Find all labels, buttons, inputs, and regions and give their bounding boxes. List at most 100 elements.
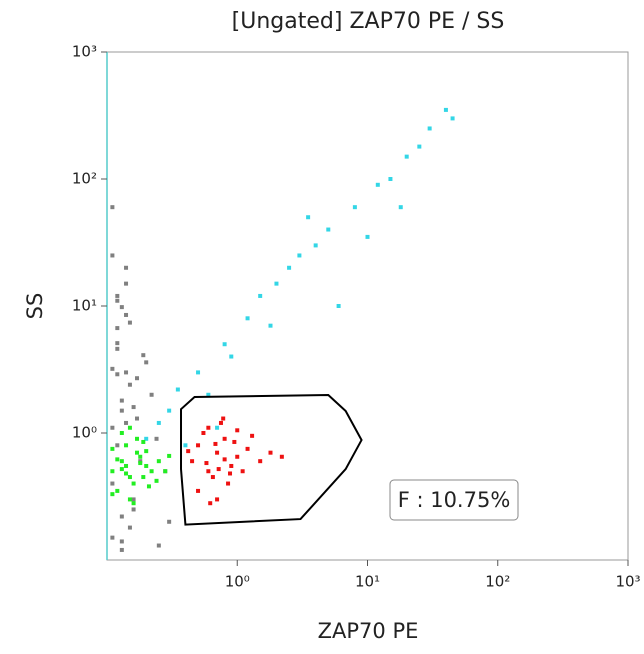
data-point: [240, 469, 245, 474]
data-point: [196, 443, 201, 448]
data-point: [127, 497, 132, 502]
data-point: [443, 107, 448, 112]
data-point: [235, 454, 240, 459]
data-point: [131, 497, 136, 502]
data-point: [135, 450, 140, 455]
data-point: [127, 525, 132, 530]
data-point: [235, 428, 240, 433]
data-point: [135, 416, 140, 421]
data-point: [167, 519, 172, 524]
data-point: [222, 342, 227, 347]
x-tick-label: 10¹: [355, 573, 380, 591]
data-point: [222, 436, 227, 441]
data-point: [144, 449, 149, 454]
data-point: [135, 376, 140, 381]
data-point: [201, 431, 206, 435]
data-point: [110, 535, 115, 540]
data-point: [124, 471, 129, 476]
data-point: [190, 459, 195, 464]
gate-label-box: [389, 479, 519, 521]
data-point: [279, 454, 284, 459]
data-point: [313, 243, 318, 248]
data-point: [115, 372, 120, 377]
data-point: [138, 461, 143, 466]
gate-label: F : 10.75%: [398, 488, 511, 512]
data-point: [156, 420, 161, 425]
data-point: [215, 450, 220, 455]
data-point: [352, 205, 357, 210]
data-point: [138, 454, 143, 459]
data-point: [229, 354, 234, 359]
data-point: [287, 265, 292, 270]
data-point: [206, 469, 211, 474]
data-point: [124, 281, 129, 286]
data-point: [115, 457, 120, 462]
x-tick-label: 10³: [615, 573, 640, 591]
data-point: [127, 425, 132, 430]
data-point: [110, 425, 115, 430]
data-point: [115, 341, 120, 346]
x-tick-label: 10⁰: [225, 573, 250, 591]
data-point: [119, 514, 124, 519]
data-point: [216, 467, 221, 472]
data-point: [154, 436, 159, 441]
data-point: [127, 475, 132, 480]
y-tick-label: 10²: [72, 170, 97, 188]
data-point: [119, 459, 124, 464]
x-axis-label: ZAP70 PE: [318, 619, 419, 643]
data-point: [450, 116, 455, 121]
data-point: [167, 453, 172, 458]
data-point: [115, 298, 120, 303]
data-point: [124, 312, 129, 317]
data-point: [115, 293, 120, 298]
data-point: [141, 475, 146, 480]
data-point: [229, 463, 234, 468]
data-point: [167, 408, 172, 413]
y-axis-label: SS: [23, 293, 47, 320]
data-point: [175, 387, 180, 392]
y-tick-label: 10¹: [72, 297, 97, 315]
data-point: [146, 484, 151, 489]
data-point: [124, 463, 129, 468]
data-point: [213, 441, 218, 446]
data-point: [110, 205, 115, 210]
data-point: [119, 305, 124, 310]
data-point: [141, 353, 146, 358]
data-point: [417, 144, 422, 149]
data-point: [250, 433, 255, 438]
data-point: [156, 459, 161, 464]
data-point: [274, 281, 279, 286]
data-point: [144, 360, 149, 365]
data-point: [119, 467, 124, 472]
data-point: [124, 265, 129, 270]
data-point: [183, 443, 188, 448]
data-point: [404, 154, 409, 159]
data-point: [124, 420, 129, 425]
data-point: [110, 253, 115, 258]
data-point: [127, 320, 132, 325]
data-point: [196, 370, 201, 375]
data-point: [119, 539, 124, 544]
data-point: [110, 469, 115, 474]
data-point: [196, 488, 201, 493]
data-point: [326, 227, 331, 232]
plot-frame: [106, 51, 629, 561]
data-point: [245, 316, 250, 321]
data-point: [110, 366, 115, 371]
chart-title: [Ungated] ZAP70 PE / SS: [232, 9, 505, 34]
data-point: [115, 346, 120, 351]
data-point: [119, 431, 124, 435]
data-point: [398, 205, 403, 210]
data-point: [110, 481, 115, 486]
data-point: [119, 398, 124, 403]
data-point: [124, 370, 129, 375]
data-point: [258, 293, 263, 298]
data-point: [131, 481, 136, 486]
data-point: [119, 408, 124, 413]
data-point: [427, 126, 432, 131]
data-point: [232, 439, 237, 444]
data-point: [115, 326, 120, 331]
data-point: [144, 463, 149, 468]
data-point: [131, 507, 136, 512]
